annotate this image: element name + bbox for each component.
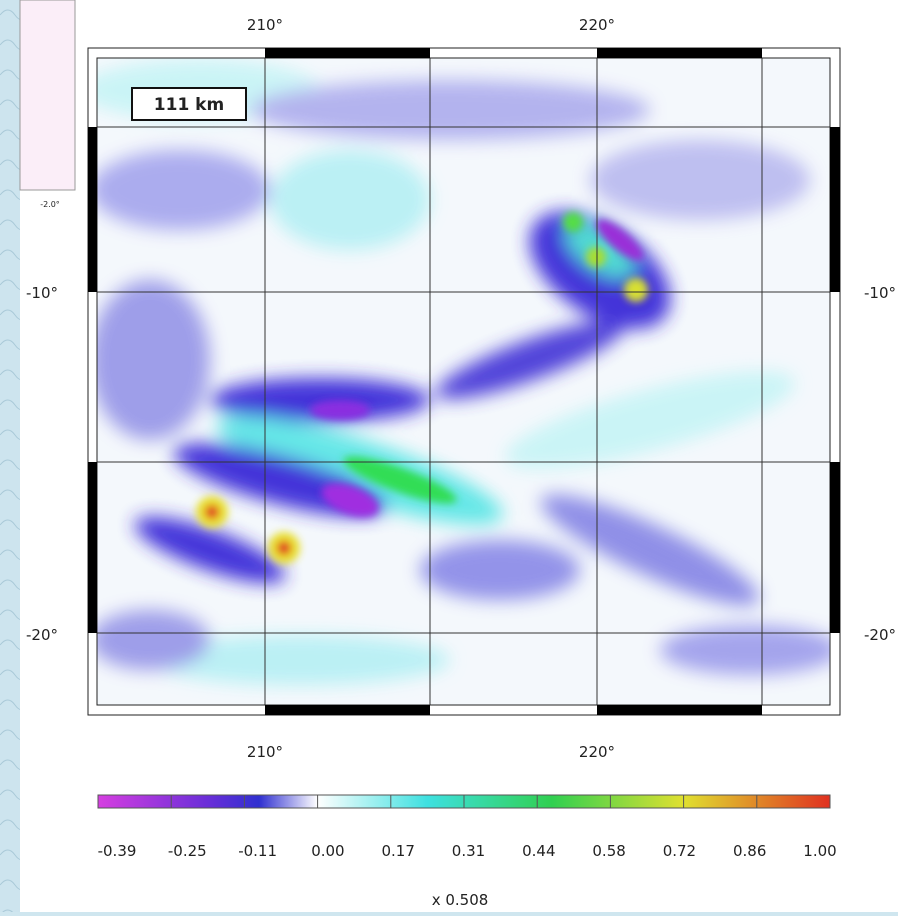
y-tick-label: -10° xyxy=(26,284,58,302)
colorbar-tick-label: -0.39 xyxy=(98,842,137,860)
inset-label: -2.0° xyxy=(40,200,60,209)
x-tick-label: 220° xyxy=(579,743,615,761)
y-tick-label: -20° xyxy=(26,626,58,644)
x-tick-label: 210° xyxy=(247,16,283,34)
y-tick-label: -20° xyxy=(864,626,896,644)
colorbar-tick-label: -0.25 xyxy=(168,842,207,860)
map-field xyxy=(80,58,840,705)
colorbar-tick-label: 0.86 xyxy=(733,842,766,860)
map-figure: -2.0° 111 km x 0.508 210° 210° 220° 220° -10… xyxy=(0,0,898,912)
colorbar-tick-label: 0.00 xyxy=(311,842,344,860)
colorbar-tick-label: 1.00 xyxy=(803,842,836,860)
page: -2.0° 111 km x 0.508 210° 210° 220° 220° -10… xyxy=(0,0,898,912)
x-tick-label: 210° xyxy=(247,743,283,761)
colorbar-tick-label: 0.31 xyxy=(452,842,485,860)
x-tick-label: 220° xyxy=(579,16,615,34)
colorbar-tick-label: 0.72 xyxy=(663,842,696,860)
y-tick-label: -10° xyxy=(864,284,896,302)
inset-fragment xyxy=(20,0,75,190)
colorbar-tick-label: 0.58 xyxy=(592,842,625,860)
colorbar-tick-label: -0.11 xyxy=(238,842,277,860)
scale-label: 111 km xyxy=(154,95,224,115)
colorbar-tick-label: 0.44 xyxy=(522,842,555,860)
colorbar-tick-label: 0.17 xyxy=(381,842,414,860)
colorbar-multiplier: x 0.508 xyxy=(432,891,489,909)
